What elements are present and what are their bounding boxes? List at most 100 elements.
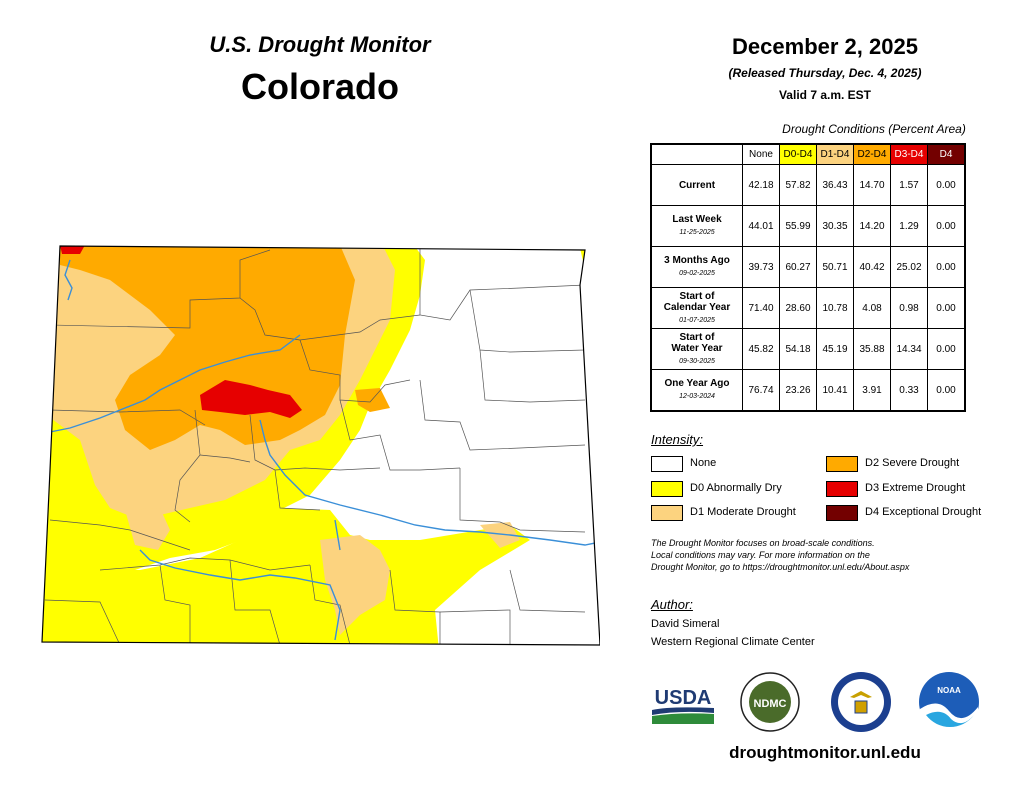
table-caption: Drought Conditions (Percent Area)	[782, 122, 966, 136]
cell-value: 1.57	[890, 164, 928, 206]
legend-label-d1: D1 Moderate Drought	[690, 506, 796, 518]
cell-value: 14.34	[890, 328, 928, 370]
legend-swatch-d4	[826, 505, 858, 521]
row-label: Last Week 11-25-2025	[650, 205, 743, 247]
usda-logo: USDA	[652, 687, 714, 724]
row-label-text: Last Week	[672, 214, 722, 225]
d3-region	[200, 380, 302, 418]
col-header-d1-d4: D1-D4	[816, 143, 854, 165]
cell-value: 57.82	[779, 164, 817, 206]
row-label-text-2: Water Year	[671, 342, 723, 354]
col-header-d4: D4	[927, 143, 966, 165]
rivers	[49, 259, 600, 641]
usda-logo-text: USDA	[655, 687, 712, 709]
release-note: (Released Thursday, Dec. 4, 2025)	[728, 66, 922, 80]
ndmc-logo: NDMC	[740, 672, 800, 732]
table-row: Start of Calendar Year 01-07-2025 71.40 28…	[650, 287, 966, 329]
cell-value: 10.78	[816, 287, 854, 329]
cell-value: 0.00	[927, 369, 966, 412]
commerce-seal-logo	[831, 672, 891, 732]
cell-value: 42.18	[742, 164, 780, 206]
col-header-d3-d4: D3-D4	[890, 143, 928, 165]
row-date: 11-25-2025	[679, 229, 715, 236]
cell-value: 0.00	[927, 164, 966, 206]
drought-conditions-table: None D0-D4 D1-D4 D2-D4 D3-D4 D4 Current …	[650, 143, 966, 412]
cell-value: 3.91	[853, 369, 891, 412]
cell-value: 44.01	[742, 205, 780, 247]
cell-value: 76.74	[742, 369, 780, 412]
cell-value: 4.08	[853, 287, 891, 329]
cell-value: 60.27	[779, 246, 817, 288]
row-date: 01-07-2025	[679, 316, 715, 324]
row-label-text: One Year Ago	[664, 378, 730, 389]
cell-value: 25.02	[890, 246, 928, 288]
table-row: Last Week 11-25-2025 44.01 55.99 30.35 14…	[650, 205, 966, 247]
county-lines	[44, 246, 586, 645]
eagle-seal-icon	[850, 691, 872, 698]
row-label: Current	[650, 164, 743, 206]
col-header-d2-d4: D2-D4	[853, 143, 891, 165]
row-label-text: 3 Months Ago	[664, 255, 730, 266]
cell-value: 23.26	[779, 369, 817, 412]
col-header-d0-d4: D0-D4	[779, 143, 817, 165]
cell-value: 50.71	[816, 246, 854, 288]
row-label: 3 Months Ago 09-02-2025	[650, 246, 743, 288]
row-label: Start of Water Year 09-30-2025	[650, 328, 743, 370]
valid-time: Valid 7 a.m. EST	[778, 88, 872, 102]
cell-value: 0.00	[927, 246, 966, 288]
table-row: Current 42.18 57.82 36.43 14.70 1.57 0.0…	[650, 164, 966, 206]
author-name: David Simeral	[651, 618, 720, 630]
d3-region-nw	[60, 246, 85, 254]
cell-value: 36.43	[816, 164, 854, 206]
d0-region-south	[42, 508, 530, 645]
legend-swatch-d0	[651, 481, 683, 497]
noaa-logo: NOAA	[919, 672, 979, 733]
cell-value: 39.73	[742, 246, 780, 288]
cell-value: 45.82	[742, 328, 780, 370]
row-label-text-2: Calendar Year	[663, 301, 731, 313]
cell-value: 55.99	[779, 205, 817, 247]
product-title: U.S. Drought Monitor	[209, 32, 431, 57]
cell-value: 54.18	[779, 328, 817, 370]
cell-value: 14.70	[853, 164, 891, 206]
state-title: Colorado	[241, 66, 399, 107]
cell-value: 35.88	[853, 328, 891, 370]
d1-region-south	[320, 535, 390, 635]
table-row: Start of Water Year 09-30-2025 45.82 54.18…	[650, 328, 966, 370]
row-label-text: Current	[678, 179, 716, 191]
author-heading: Author:	[651, 597, 693, 612]
row-label-text: Start of	[679, 290, 715, 302]
disclaimer-line: The Drought Monitor focuses on broad-sca…	[651, 538, 875, 548]
cell-value: 71.40	[742, 287, 780, 329]
legend-label-d2: D2 Severe Drought	[865, 457, 960, 469]
row-date: 09-02-2025	[679, 270, 715, 277]
row-label-text: Start of	[679, 331, 715, 343]
legend-label-d0: D0 Abnormally Dry	[690, 482, 782, 494]
website-url[interactable]: droughtmonitor.unl.edu	[729, 743, 921, 762]
cell-value: 28.60	[779, 287, 817, 329]
table-row: One Year Ago 12-03-2024 76.74 23.26 10.41…	[650, 369, 966, 412]
cell-value: 14.20	[853, 205, 891, 247]
row-date: 12-03-2024	[679, 393, 715, 400]
disclaimer-text: The Drought Monitor focuses on broad-sca…	[651, 537, 1011, 573]
legend-label-d4: D4 Exceptional Drought	[865, 506, 982, 518]
noaa-logo-text: NOAA	[937, 686, 961, 695]
author-organization: Western Regional Climate Center	[651, 636, 815, 648]
cell-value: 1.29	[890, 205, 928, 247]
table-header-row: None D0-D4 D1-D4 D2-D4 D3-D4 D4	[651, 143, 966, 165]
legend-label-none: None	[690, 457, 717, 469]
cell-value: 10.41	[816, 369, 854, 412]
ndmc-logo-text: NDMC	[754, 698, 787, 710]
disclaimer-line: Drought Monitor, go to https://droughtmo…	[651, 562, 910, 572]
cell-value: 0.00	[927, 328, 966, 370]
table-row: 3 Months Ago 09-02-2025 39.73 60.27 50.71…	[650, 246, 966, 288]
d1-region-se	[480, 522, 520, 548]
legend-title: Intensity:	[651, 432, 704, 447]
cell-value: 0.00	[927, 287, 966, 329]
cell-value: 0.33	[890, 369, 928, 412]
disclaimer-line: Local conditions may vary. For more info…	[651, 550, 870, 560]
cell-value: 45.19	[816, 328, 854, 370]
row-label: Start of Calendar Year 01-07-2025	[650, 287, 743, 329]
legend-swatch-none	[651, 456, 683, 472]
colorado-drought-map	[41, 245, 600, 646]
